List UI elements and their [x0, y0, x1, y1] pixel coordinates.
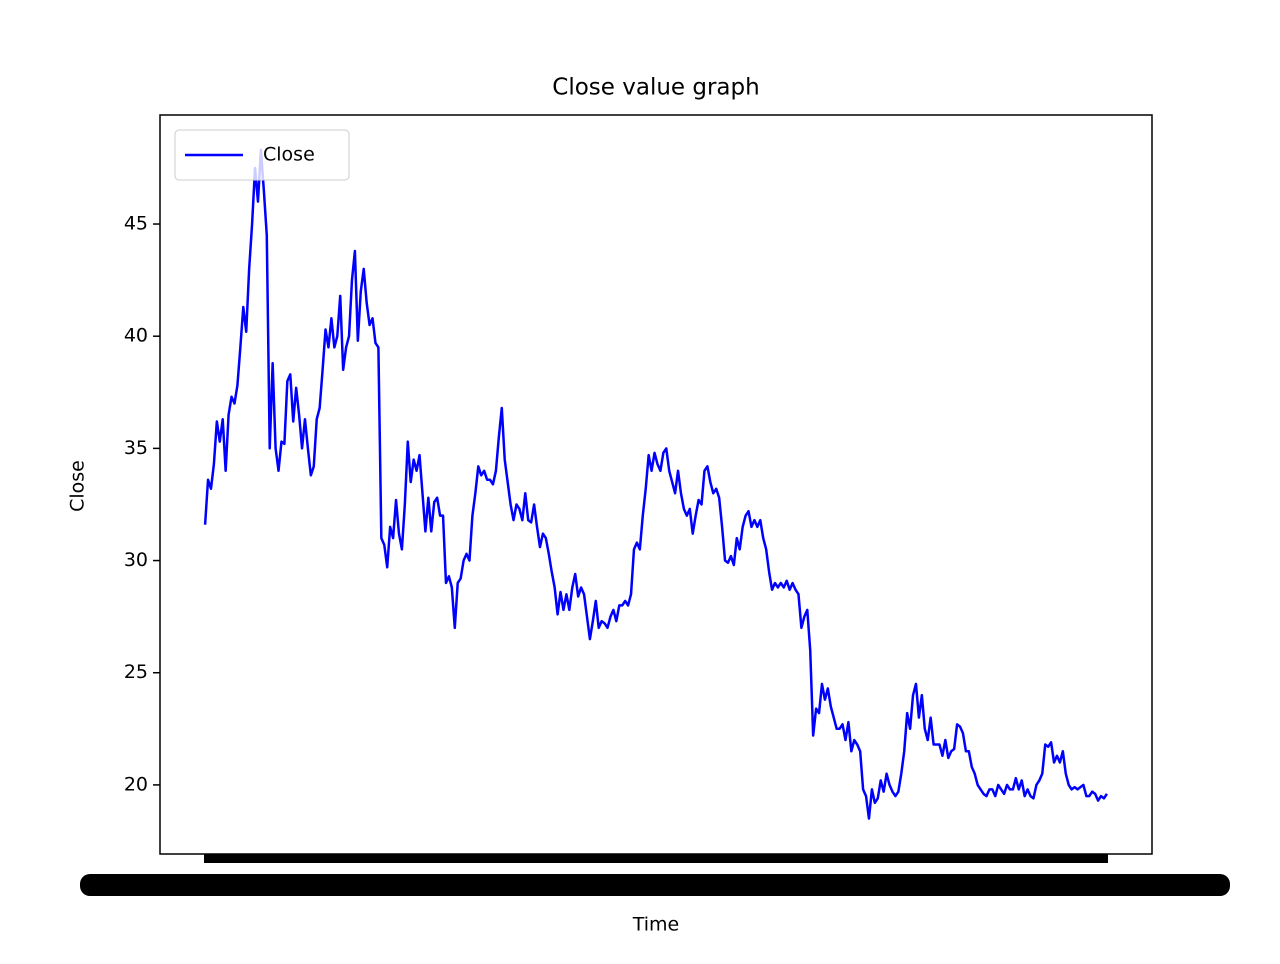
- y-tick-label: 25: [124, 661, 148, 683]
- y-tick-label: 20: [124, 773, 148, 795]
- y-axis-label: Close: [67, 460, 89, 512]
- x-tick-labels-overlap: [80, 874, 1230, 896]
- y-tick-label: 45: [124, 213, 148, 235]
- chart-title: Close value graph: [552, 75, 759, 101]
- legend-label: Close: [263, 144, 315, 166]
- y-tick-label: 30: [124, 549, 148, 571]
- y-tick-label: 35: [124, 437, 148, 459]
- legend-box: [174, 129, 350, 181]
- plot-frame: [159, 114, 1153, 855]
- x-tick-marks: [204, 854, 1108, 863]
- x-axis-label: Time: [632, 914, 680, 936]
- y-tick-label: 40: [124, 325, 148, 347]
- data-line: [203, 148, 1108, 820]
